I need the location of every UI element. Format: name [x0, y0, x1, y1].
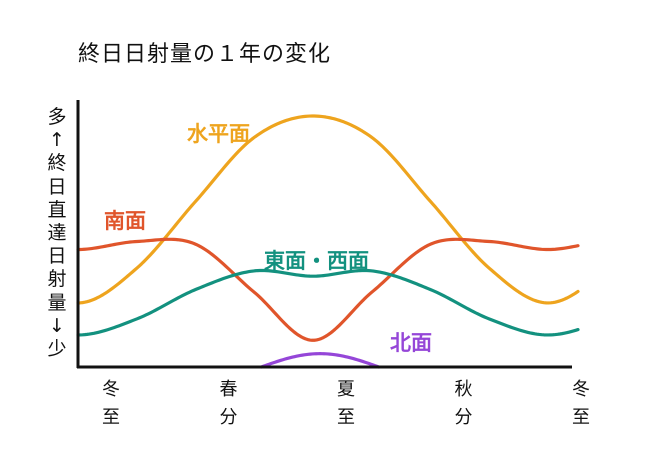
- x-tick-label-char: 秋: [454, 379, 473, 400]
- series-line-horizontal: [76, 114, 580, 305]
- y-axis-label-char: 少: [47, 338, 67, 361]
- series-line-south: [76, 237, 580, 342]
- chart-title: 終日日射量の１年の変化: [78, 42, 332, 67]
- x-tick-label: 冬至: [566, 376, 596, 432]
- series-label-horizontal: 水平面: [187, 122, 250, 146]
- y-axis-label: 多 ↑ 終日直達日射量 ↓ 少: [44, 106, 70, 361]
- series-layer: [76, 114, 580, 369]
- x-tick-label-char: 至: [102, 407, 120, 428]
- y-axis-label-char: 日: [47, 175, 67, 198]
- series-line-east-west: [76, 268, 580, 337]
- y-axis-label-char: ↓: [49, 314, 65, 337]
- y-axis-label-char: 達: [47, 222, 67, 245]
- x-tick-label-char: 至: [337, 407, 355, 428]
- x-tick-label-char: 至: [572, 407, 590, 428]
- y-axis-label-char: ↑: [49, 129, 65, 152]
- x-tick-label-char: 冬: [102, 379, 120, 400]
- x-tick-label-char: 春: [219, 379, 238, 400]
- x-tick-label: 冬至: [96, 376, 126, 432]
- y-axis-label-char: 終: [47, 152, 67, 175]
- x-tick-label: 夏至: [331, 376, 361, 432]
- series-label-south: 南面: [104, 209, 146, 233]
- x-tick-label: 春分: [214, 376, 244, 432]
- x-tick-label-char: 冬: [572, 379, 590, 400]
- series-line-north: [259, 352, 381, 369]
- y-axis-label-char: 日: [47, 245, 67, 268]
- series-label-north: 北面: [390, 331, 432, 355]
- x-tick-label-char: 分: [219, 407, 238, 428]
- y-axis-label-char: 直: [47, 198, 67, 221]
- x-tick-label: 秋分: [449, 376, 479, 432]
- series-label-east-west: 東面・西面: [264, 249, 369, 273]
- x-tick-label-char: 夏: [337, 379, 355, 400]
- y-axis-label-char: 量: [47, 291, 67, 314]
- y-axis-label-char: 射: [47, 268, 67, 291]
- y-axis-label-char: 多: [47, 106, 67, 128]
- x-tick-label-char: 分: [454, 407, 473, 428]
